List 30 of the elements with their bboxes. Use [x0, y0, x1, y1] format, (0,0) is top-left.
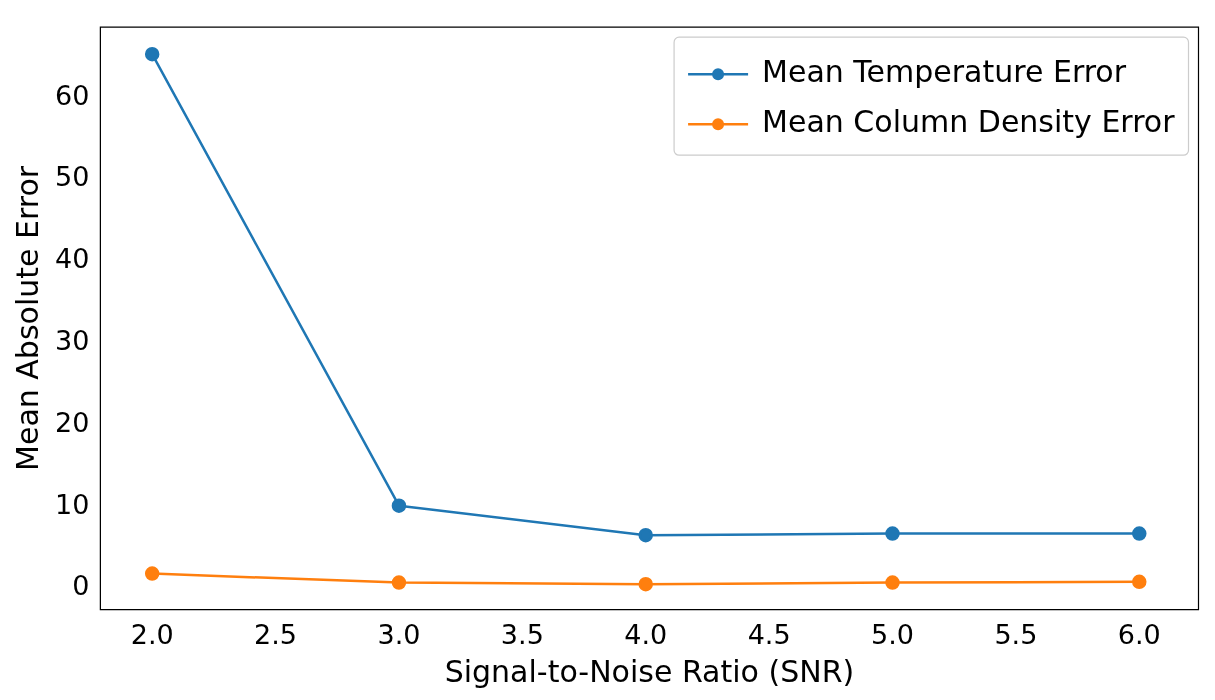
point — [391, 575, 407, 590]
y-tick-label: 10 — [55, 488, 90, 520]
point — [885, 575, 900, 590]
y-tick-label: 60 — [55, 79, 90, 111]
x-tick-label: 4.5 — [747, 618, 791, 650]
x-tick-label: 2.0 — [130, 618, 174, 650]
point — [1132, 526, 1147, 541]
point — [1132, 574, 1147, 590]
x-tick-label: 4.0 — [624, 618, 668, 650]
x-axis-title: Signal-to-Noise Ratio (SNR) — [444, 653, 855, 689]
x-tick-label: 3.0 — [377, 618, 421, 650]
y-tick-label: 0 — [72, 570, 90, 602]
y-tick-label: 50 — [55, 161, 90, 193]
legend-label: Mean Column Density Error — [762, 104, 1176, 139]
point — [638, 576, 653, 592]
x-tick-label: 3.5 — [500, 618, 544, 650]
y-tick-label: 30 — [55, 324, 90, 356]
x-tick-label: 5.5 — [994, 618, 1038, 650]
point — [144, 566, 160, 581]
y-axis-title: Mean Absolute Error — [9, 165, 45, 471]
point — [885, 526, 900, 541]
x-tick-label: 6.0 — [1117, 618, 1161, 650]
y-tick-label: 20 — [55, 406, 90, 438]
x-tick-label: 5.0 — [871, 618, 914, 650]
legend-label: Mean Temperature Error — [762, 54, 1127, 89]
point — [144, 46, 160, 62]
point — [638, 527, 653, 543]
point — [391, 498, 407, 513]
y-tick-label: 40 — [55, 243, 90, 275]
x-tick-label: 2.5 — [254, 618, 298, 650]
